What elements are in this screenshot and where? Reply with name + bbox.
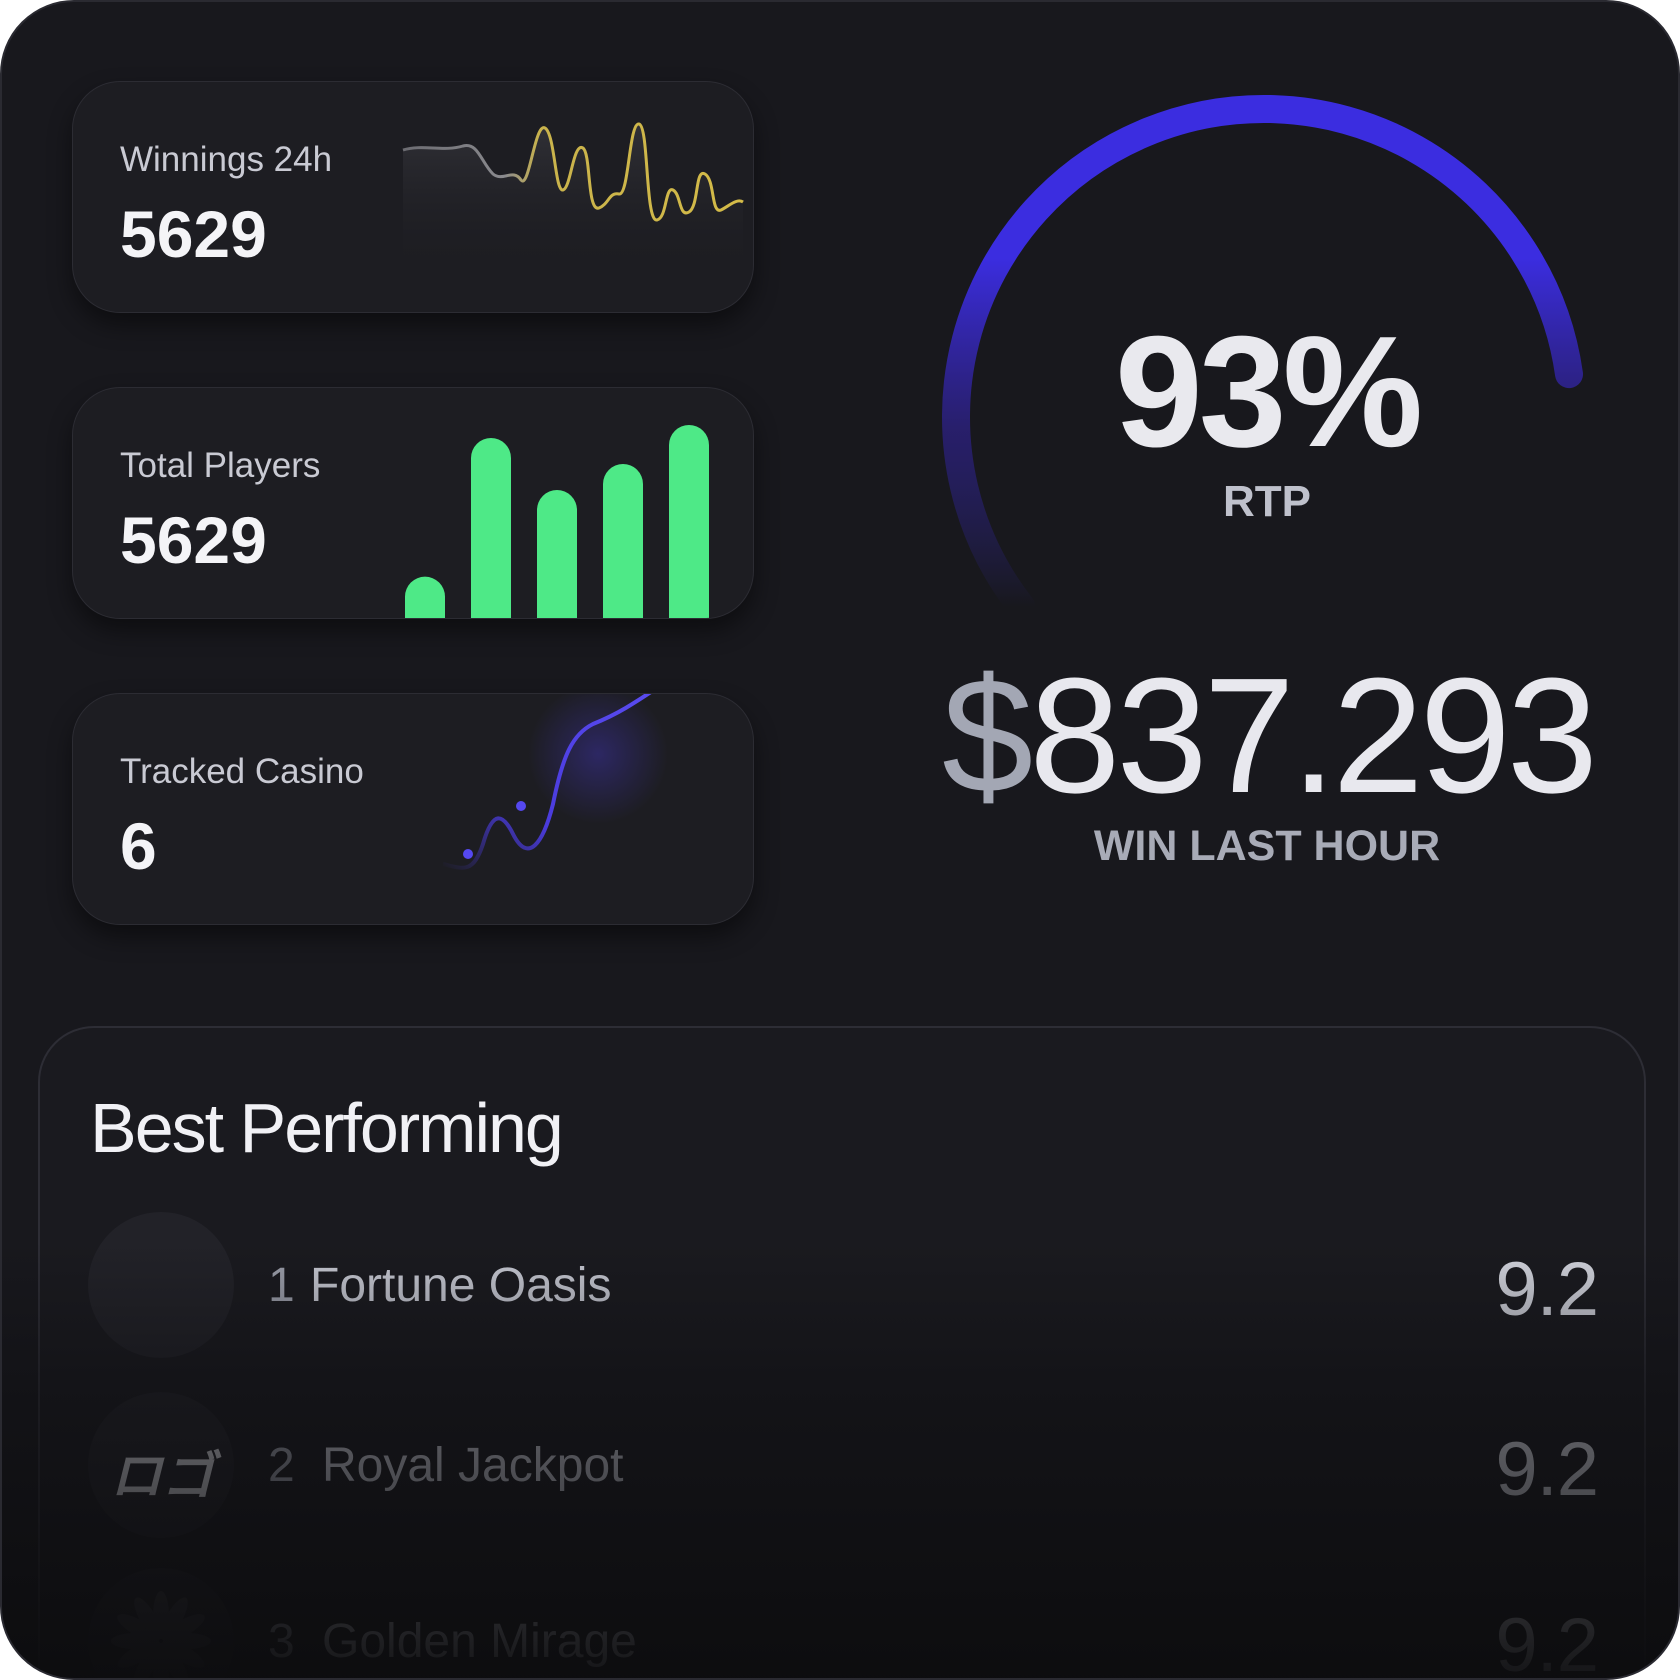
list-item[interactable]: 3 Golden Mirage 9.2 <box>88 1568 1599 1680</box>
win-label: WIN LAST HOUR <box>1093 822 1441 870</box>
rtp-value: 93% <box>1114 304 1423 480</box>
list-item[interactable]: ロゴ 2 Royal Jackpot 9.2 <box>88 1392 1599 1538</box>
best-performing-title: Best Performing <box>90 1089 564 1167</box>
casino-avatar <box>88 1568 234 1678</box>
win-amount: $837.293 <box>942 642 1598 830</box>
players-value: 5629 <box>120 503 267 577</box>
casino-avatar: ロゴ <box>88 1392 234 1538</box>
players-card[interactable]: Total Players 5629 <box>72 387 754 619</box>
casino-score: 9.2 <box>1495 1247 1599 1332</box>
casino-point-2 <box>516 801 526 811</box>
winnings-card[interactable]: Winnings 24h 5629 <box>72 81 754 313</box>
winnings-label: Winnings 24h <box>120 140 333 179</box>
best-performing-panel: Best Performing 1 Fortune Oasis 9.2 ロゴ 2… <box>38 1026 1646 1680</box>
casino-card[interactable]: Tracked Casino 6 <box>72 693 754 925</box>
winnings-value: 5629 <box>120 197 267 271</box>
casino-name: Fortune Oasis <box>310 1259 612 1312</box>
rtp-gauge-arc <box>942 95 1583 621</box>
rtp-label: RTP <box>1223 477 1311 526</box>
casino-value: 6 <box>120 809 157 883</box>
players-label: Total Players <box>120 446 321 485</box>
casino-label: Tracked Casino <box>120 752 364 791</box>
casino-avatar <box>88 1212 234 1358</box>
casino-name: Golden Mirage <box>322 1615 637 1668</box>
casino-glow <box>528 694 668 824</box>
casino-line <box>442 694 652 870</box>
rank-number: 3 <box>268 1615 295 1668</box>
winnings-line <box>402 122 744 222</box>
winnings-area <box>403 123 743 272</box>
winnings-sparkline <box>402 122 744 272</box>
casino-trend-line <box>442 694 668 870</box>
players-bar <box>603 464 643 618</box>
rtp-gauge <box>942 95 1583 621</box>
casino-name: Royal Jackpot <box>322 1439 624 1492</box>
casino-logo: ロゴ <box>110 1447 215 1507</box>
rank-number: 1 <box>268 1259 295 1312</box>
players-bar <box>537 490 577 618</box>
win-amount-number: 837.293 <box>1029 644 1598 827</box>
players-bar <box>405 576 445 618</box>
casino-score: 9.2 <box>1495 1427 1599 1512</box>
players-bar <box>669 425 709 618</box>
casino-score: 9.2 <box>1495 1603 1599 1680</box>
list-item[interactable]: 1 Fortune Oasis 9.2 <box>88 1212 1599 1358</box>
casino-point-1 <box>463 849 473 859</box>
rank-number: 2 <box>268 1439 295 1492</box>
currency-symbol: $ <box>942 644 1033 827</box>
flower-icon <box>111 1591 211 1678</box>
players-bar <box>471 438 511 618</box>
players-bar-chart <box>405 425 709 618</box>
